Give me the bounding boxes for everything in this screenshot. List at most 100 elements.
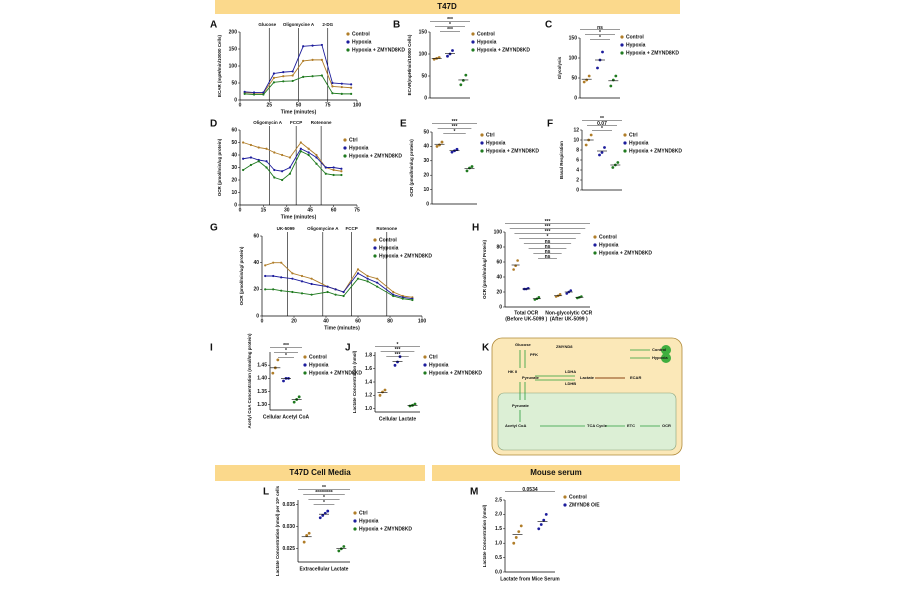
sig-label: * [599,35,601,41]
point [448,52,452,56]
point [282,80,285,83]
legend-swatch [346,40,350,44]
legend-label: Hypoxia + ZMYND8KD [477,47,530,53]
point [242,157,245,160]
legend-label: Control [569,494,587,500]
panel-letter: H [472,223,479,234]
point [332,173,335,177]
point [600,151,604,154]
point [544,513,548,516]
legend-label: Hypoxia [309,362,329,368]
point [366,277,369,280]
y-tick-label: 0 [426,201,429,207]
y-tick-label: 50 [231,80,237,86]
sig-label: *** [545,219,551,225]
injection-label: Rotenone [311,120,332,125]
point [582,80,586,84]
point [291,74,294,77]
header-band [432,465,680,481]
y-tick-label: 20 [253,287,259,293]
sig-label: ********* [315,490,333,496]
y-label: OCR (pmol/min/ug protein) [409,139,414,197]
y-tick-label: 0.035 [282,502,295,508]
sig-label: ns [545,244,551,250]
series-line [242,150,342,181]
legend-label: Ctrl [629,132,638,138]
legend-swatch [471,48,475,52]
point [537,527,541,531]
x-tick-label: 60 [331,207,337,213]
point [264,288,267,291]
point [396,360,399,364]
point [461,79,465,82]
x-tick-label: 80 [387,318,393,324]
point [609,84,613,88]
panel-letter: A [210,20,217,31]
point [310,282,313,286]
point [242,168,245,172]
y-tick-label: 30 [423,158,429,164]
point [276,358,280,362]
legend-swatch [480,141,484,145]
point [302,540,306,544]
diagram-label: Pyruvate [512,403,530,408]
sig-label: * [323,500,325,506]
point [455,147,459,151]
point [340,173,343,177]
y-tick-label: 80 [496,244,502,250]
x-label: Time (minutes) [281,109,317,115]
legend-swatch [480,149,484,153]
y-tick-label: 200 [229,29,238,35]
point [272,274,275,278]
y-tick-label: 0 [574,95,577,101]
panel-letter: G [210,223,218,234]
x-label: Lactate from Mice Serum [500,576,560,582]
y-tick-label: 100 [229,63,238,69]
point [378,393,382,397]
y-tick-label: 0.0 [495,569,502,575]
sig-label: 0.0534 [522,487,538,493]
point [332,168,335,172]
point [288,156,292,159]
point [392,294,395,298]
y-tick-label: 30 [231,165,237,171]
point [299,147,302,150]
point [569,289,573,292]
sig-label: ns [597,25,603,31]
point [262,91,265,94]
diagram-label: Pyruvate [522,375,540,380]
point [519,524,523,528]
point [401,297,404,300]
point [315,162,318,165]
y-label: Lactate Concentration (nmol) per 10⁶ cel… [275,485,280,576]
legend-label: Hypoxia [349,145,369,151]
point [356,277,360,280]
point [517,530,521,534]
point [280,289,283,292]
point [280,261,283,264]
point [356,272,360,275]
point [299,141,302,144]
sig-label: * [397,342,399,348]
injection-label: FCCP [290,120,302,125]
y-label: OCR (pmol/min/ug protein) [217,138,222,196]
sig-label: ** [322,485,326,491]
legend-swatch [471,40,475,44]
y-label: OCR (pmol/min/ug/ Protein) [482,240,487,299]
x-tick-label: Total OCR [514,310,538,316]
diagram-label: HK II [508,369,517,374]
point [315,153,318,157]
y-tick-label: 0.5 [495,555,502,561]
sig-label: ns [545,239,551,245]
point [392,290,395,294]
point [451,49,454,52]
point [272,72,276,75]
y-tick-label: 1.30 [257,402,267,408]
point [288,166,292,169]
injection-label: Oligomycine A [283,22,315,27]
legend-swatch [593,235,597,239]
y-tick-label: 1.6 [365,366,372,372]
header: T47D [437,2,457,11]
y-tick-label: 40 [253,260,259,266]
sig-label: *** [545,224,551,230]
